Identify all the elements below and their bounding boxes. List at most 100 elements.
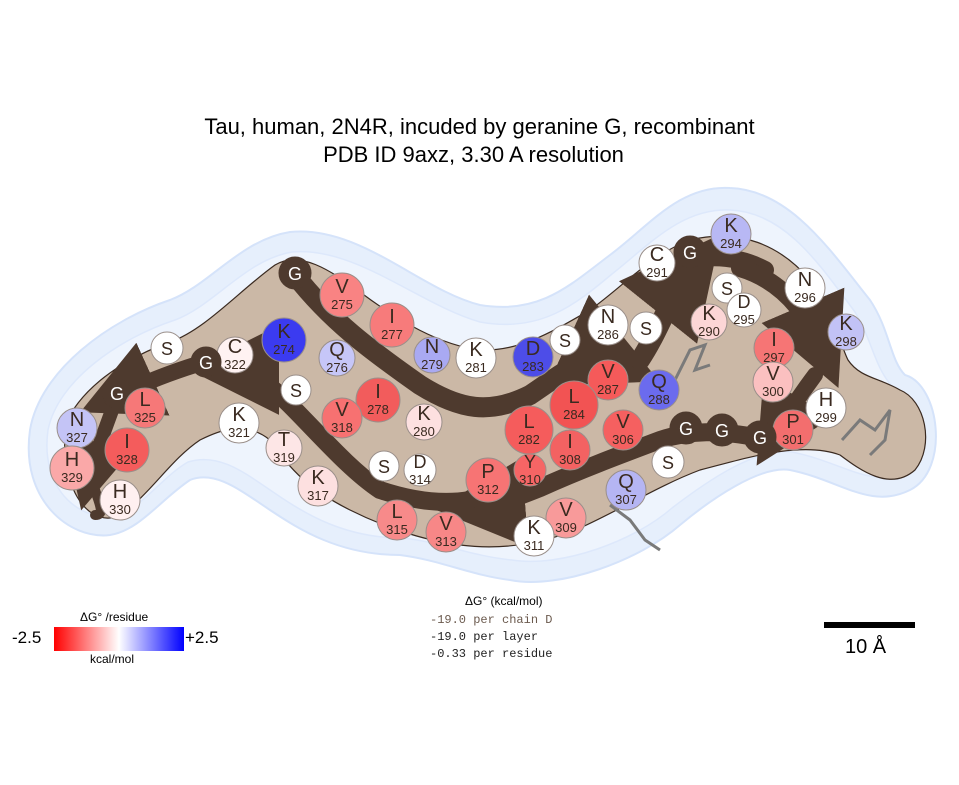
ligand xyxy=(609,503,661,552)
residue-letter: S xyxy=(640,319,652,339)
residue-number: 325 xyxy=(134,410,156,425)
ligand xyxy=(673,342,711,381)
residue-s: S xyxy=(629,311,663,345)
residue-number: 322 xyxy=(224,357,246,372)
residue-letter: V xyxy=(601,361,615,383)
legend-min-label: -2.5 xyxy=(12,628,42,647)
residue-disc xyxy=(513,515,555,557)
residue-disc xyxy=(104,427,150,473)
residue-letter: K xyxy=(469,339,483,361)
residue-letter: V xyxy=(616,411,630,433)
residue-letter: G xyxy=(110,384,124,404)
residue-number: 284 xyxy=(563,407,585,422)
residue-number: 321 xyxy=(228,425,250,440)
scale-bar-label: 10 Å xyxy=(845,636,887,658)
residue-number: 328 xyxy=(116,452,138,467)
residue-number: 280 xyxy=(413,424,435,439)
residue-number: 290 xyxy=(698,324,720,339)
legend-title: ΔG° /residue xyxy=(80,610,149,624)
residue-s: S xyxy=(150,331,184,365)
residue-number: 309 xyxy=(555,520,577,535)
residue-disc xyxy=(150,331,184,365)
residue-disc xyxy=(805,387,847,429)
residue-number: 300 xyxy=(762,384,784,399)
residue-number: 286 xyxy=(597,327,619,342)
energy-per-chain: -19.0 per chain D xyxy=(430,613,553,627)
residue-number: 310 xyxy=(519,472,541,487)
residue-letter: I xyxy=(375,381,381,403)
residue-letter: K xyxy=(417,403,431,425)
residue-disc xyxy=(549,380,599,430)
residue-number: 308 xyxy=(559,452,581,467)
residue-letter: I xyxy=(771,329,777,351)
residue-disc xyxy=(465,457,511,503)
residue-letter: S xyxy=(161,339,173,359)
residue-letter: L xyxy=(391,501,402,523)
residue-letter: P xyxy=(786,411,799,433)
residue-number: 313 xyxy=(435,534,457,549)
residue-letter: H xyxy=(65,449,79,471)
scale-bar xyxy=(824,622,915,628)
residue-number: 314 xyxy=(409,472,431,487)
figure-title: Tau, human, 2N4R, incuded by geranine G,… xyxy=(204,114,755,139)
residue-g: G xyxy=(190,346,222,378)
residue-g: G xyxy=(101,377,133,409)
energy-per-residue: -0.33 per residue xyxy=(430,647,553,661)
residue-number: 282 xyxy=(518,432,540,447)
residue-number: 319 xyxy=(273,450,295,465)
residue-letter: V xyxy=(335,276,349,298)
residue-number: 307 xyxy=(615,492,637,507)
residue-disc xyxy=(705,413,739,447)
residue-letter: N xyxy=(601,306,615,328)
residue-disc xyxy=(651,445,685,479)
residue-letter: V xyxy=(439,513,453,535)
residue-letter: V xyxy=(335,399,349,421)
residue-g: G xyxy=(278,256,312,290)
residue-letter: N xyxy=(798,269,812,291)
residue-number: 306 xyxy=(612,432,634,447)
residue-disc xyxy=(318,339,356,377)
residue-letter: Q xyxy=(651,371,667,393)
residue-number: 318 xyxy=(331,420,353,435)
residue-disc xyxy=(261,317,307,363)
residue-disc xyxy=(99,479,141,521)
residue-disc xyxy=(319,272,365,318)
residue-g: G xyxy=(673,235,707,269)
residue-disc xyxy=(673,235,707,269)
residue-letter: D xyxy=(414,452,427,472)
residue-disc xyxy=(784,267,826,309)
residue-disc xyxy=(369,302,415,348)
backbone-segment xyxy=(285,265,660,418)
residue-number: 276 xyxy=(326,360,348,375)
residue-disc xyxy=(726,292,762,328)
residue-number: 299 xyxy=(815,410,837,425)
residue-disc xyxy=(278,256,312,290)
residue-disc xyxy=(605,469,647,511)
ligand xyxy=(840,409,892,457)
residue-letter: P xyxy=(481,461,494,483)
residue-disc xyxy=(218,402,260,444)
ligand-sticks xyxy=(609,342,892,552)
residue-letter: K xyxy=(724,215,738,237)
residue-letter: H xyxy=(819,389,833,411)
residue-letter: C xyxy=(228,336,242,358)
residue-disc xyxy=(545,497,587,539)
residue-letter: Y xyxy=(524,452,536,472)
residue-disc xyxy=(827,313,865,351)
residue-letter: S xyxy=(378,457,390,477)
